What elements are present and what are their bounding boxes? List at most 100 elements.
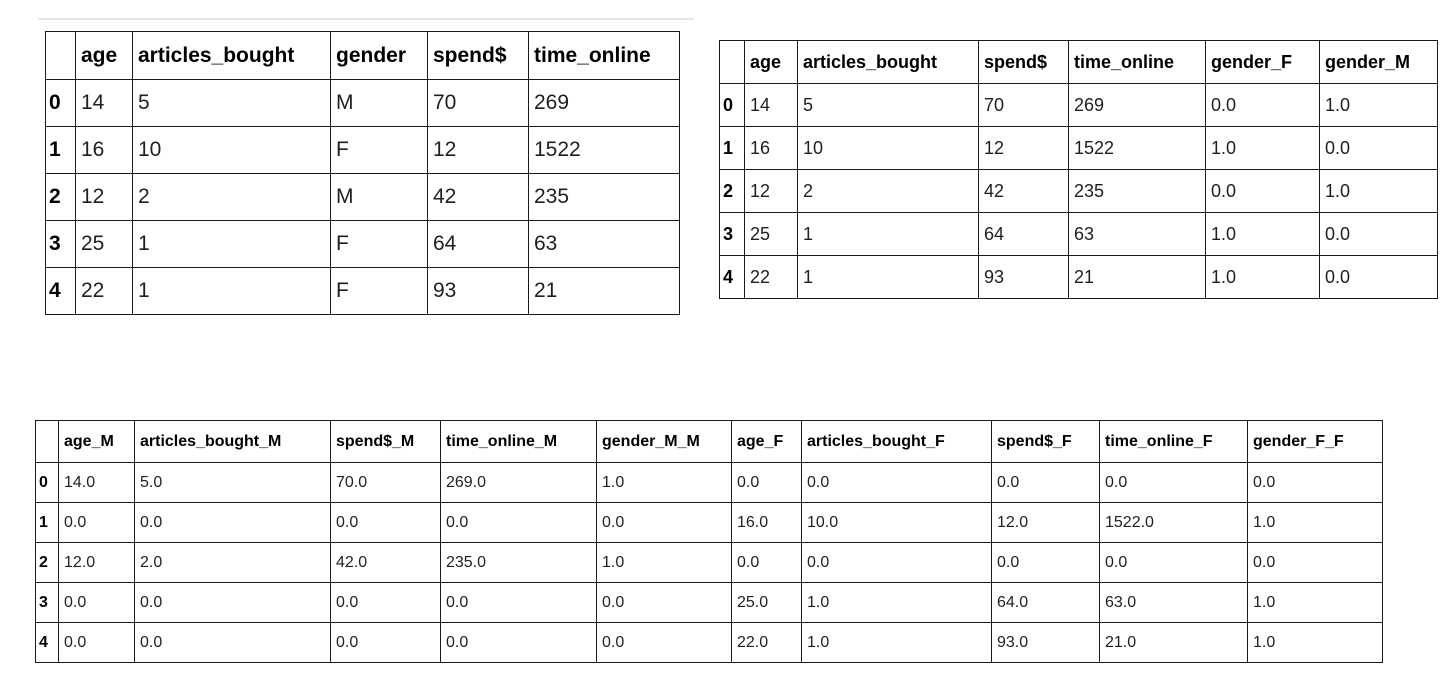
row-index: 0 <box>45 79 76 127</box>
table-cell: F <box>330 267 428 315</box>
column-header: articles_bought_M <box>134 420 331 463</box>
table-cell: 0.0 <box>330 622 441 663</box>
header-row: age articles_bought spend$ time_online g… <box>719 40 1438 84</box>
table-row: 4 0.0 0.0 0.0 0.0 0.0 22.0 1.0 93.0 21.0… <box>35 622 1383 663</box>
table-row: 1 0.0 0.0 0.0 0.0 0.0 16.0 10.0 12.0 152… <box>35 502 1383 543</box>
index-header <box>35 420 59 463</box>
table-cell: 0.0 <box>991 542 1100 583</box>
table-cell: 25.0 <box>731 582 802 623</box>
table-row: 3 0.0 0.0 0.0 0.0 0.0 25.0 1.0 64.0 63.0… <box>35 582 1383 623</box>
table-cell: 0.0 <box>134 582 331 623</box>
table-cell: 0.0 <box>1205 83 1320 127</box>
row-index: 0 <box>719 83 745 127</box>
table-row: 3 25 1 F 64 63 <box>45 220 680 268</box>
column-header: time_online_M <box>440 420 597 463</box>
table-row: 3 25 1 64 63 1.0 0.0 <box>719 212 1438 256</box>
column-header: articles_bought_F <box>801 420 992 463</box>
table-cell: 21 <box>528 267 680 315</box>
table-cell: 64 <box>427 220 529 268</box>
table-row: 4 22 1 93 21 1.0 0.0 <box>719 255 1438 299</box>
table-cell: 269.0 <box>440 462 597 503</box>
table-cell: 5 <box>132 79 331 127</box>
row-index: 4 <box>719 255 745 299</box>
table-cell: 21.0 <box>1099 622 1248 663</box>
table-cell: 70 <box>978 83 1069 127</box>
column-header: time_online_F <box>1099 420 1248 463</box>
table-cell: 1.0 <box>1247 502 1383 543</box>
table-cell: 235.0 <box>440 542 597 583</box>
table-cell: 64.0 <box>991 582 1100 623</box>
column-header: gender <box>330 31 428 80</box>
table-row: 4 22 1 F 93 21 <box>45 267 680 315</box>
column-header: gender_M_M <box>596 420 732 463</box>
table-cell: 0.0 <box>1319 255 1438 299</box>
table-cell: 12 <box>75 173 133 221</box>
table-cell: 1 <box>132 220 331 268</box>
table-row: 1 16 10 F 12 1522 <box>45 126 680 174</box>
table-cell: 10 <box>797 126 979 170</box>
table-cell: 0.0 <box>1319 126 1438 170</box>
table-cell: 64 <box>978 212 1069 256</box>
table-cell: 0.0 <box>1247 542 1383 583</box>
table-cell: 0.0 <box>731 542 802 583</box>
row-index: 1 <box>45 126 76 174</box>
table-cell: F <box>330 220 428 268</box>
column-header: time_online <box>1068 40 1206 84</box>
dataframe-one-hot: age articles_bought spend$ time_online g… <box>719 40 1438 299</box>
table-cell: 16.0 <box>731 502 802 543</box>
table-cell: 22 <box>75 267 133 315</box>
table-cell: 16 <box>744 126 798 170</box>
table-cell: 25 <box>75 220 133 268</box>
table-cell: 269 <box>528 79 680 127</box>
table-cell: 1.0 <box>1205 212 1320 256</box>
row-index: 2 <box>45 173 76 221</box>
row-index: 1 <box>35 502 59 543</box>
table-cell: 14 <box>75 79 133 127</box>
table-cell: 42 <box>427 173 529 221</box>
table-row: 0 14 5 70 269 0.0 1.0 <box>719 83 1438 127</box>
table-cell: 25 <box>744 212 798 256</box>
table-cell: M <box>330 173 428 221</box>
column-header: gender_F <box>1205 40 1320 84</box>
table-cell: 5 <box>797 83 979 127</box>
row-index: 2 <box>35 542 59 583</box>
column-header: articles_bought <box>132 31 331 80</box>
column-header: age <box>744 40 798 84</box>
column-header: spend$_F <box>991 420 1100 463</box>
table-cell: 0.0 <box>330 502 441 543</box>
table-cell: 12 <box>744 169 798 213</box>
column-header: gender_M <box>1319 40 1438 84</box>
table-cell: 0.0 <box>440 582 597 623</box>
column-header: age <box>75 31 133 80</box>
row-index: 0 <box>35 462 59 503</box>
table-cell: 1 <box>132 267 331 315</box>
table-cell: 0.0 <box>440 502 597 543</box>
table-cell: 22 <box>744 255 798 299</box>
table-cell: 0.0 <box>731 462 802 503</box>
header-row: age_M articles_bought_M spend$_M time_on… <box>35 420 1383 463</box>
table-cell: 0.0 <box>1319 212 1438 256</box>
table-cell: 93 <box>978 255 1069 299</box>
table-cell: 1.0 <box>801 622 992 663</box>
table-cell: 0.0 <box>1099 542 1248 583</box>
table-cell: 12.0 <box>991 502 1100 543</box>
table-cell: 63.0 <box>1099 582 1248 623</box>
table-cell: 269 <box>1068 83 1206 127</box>
table-cell: 1522 <box>1068 126 1206 170</box>
dataframe-split-by-gender: age_M articles_bought_M spend$_M time_on… <box>35 420 1383 663</box>
table-cell: 0.0 <box>134 502 331 543</box>
table-cell: 1.0 <box>1247 622 1383 663</box>
table-cell: 0.0 <box>1205 169 1320 213</box>
table-cell: 1.0 <box>596 462 732 503</box>
table-cell: M <box>330 79 428 127</box>
table-cell: 0.0 <box>134 622 331 663</box>
column-header: spend$ <box>427 31 529 80</box>
table-cell: 1522.0 <box>1099 502 1248 543</box>
table-cell: 22.0 <box>731 622 802 663</box>
table-row: 0 14 5 M 70 269 <box>45 79 680 127</box>
table-cell: 70.0 <box>330 462 441 503</box>
table-cell: 2.0 <box>134 542 331 583</box>
output-divider <box>38 18 694 20</box>
column-header: spend$_M <box>330 420 441 463</box>
table-cell: 1.0 <box>596 542 732 583</box>
